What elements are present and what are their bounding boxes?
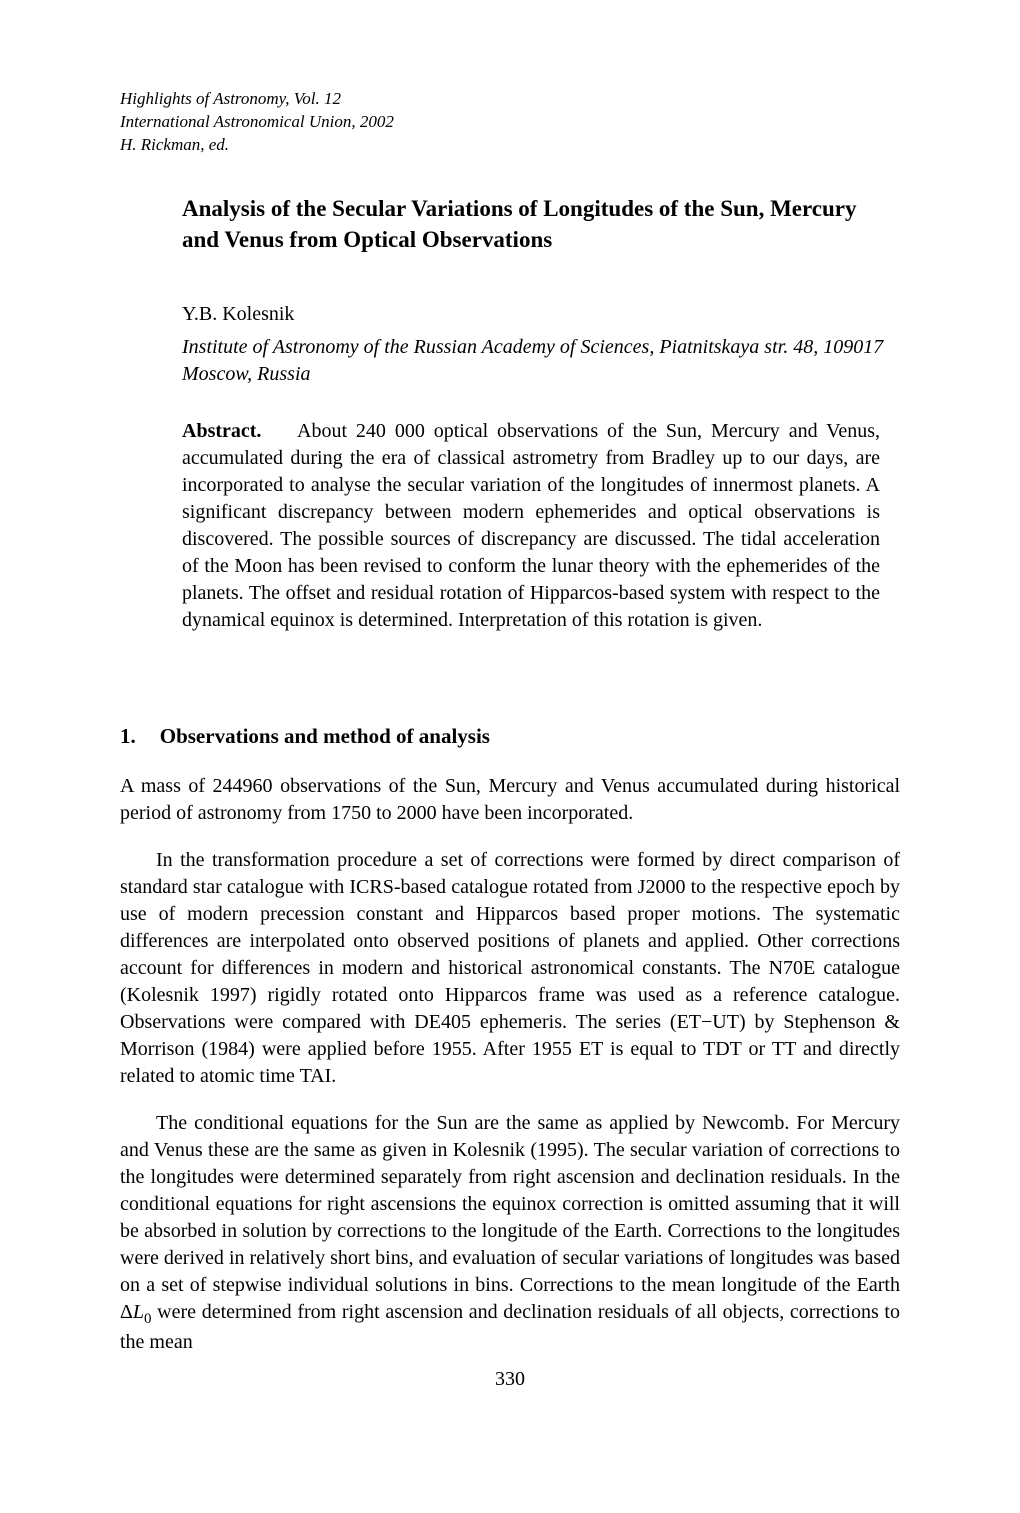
math-variable-L: L (133, 1301, 144, 1323)
delta-symbol: Δ (120, 1301, 133, 1323)
section-heading: 1. Observations and method of analysis (120, 724, 900, 749)
paper-title: Analysis of the Secular Variations of Lo… (182, 193, 880, 255)
header-line-3: H. Rickman, ed. (120, 134, 900, 157)
p3-text-after: were determined from right ascension and… (120, 1301, 900, 1353)
abstract-text: About 240 000 optical observations of th… (182, 420, 880, 631)
body-paragraph-2: In the transformation procedure a set of… (120, 847, 900, 1090)
abstract: Abstract. About 240 000 optical observat… (182, 418, 880, 634)
page: Highlights of Astronomy, Vol. 12 Interna… (0, 0, 1020, 1451)
author-affiliation: Institute of Astronomy of the Russian Ac… (182, 334, 900, 388)
body-paragraph-1: A mass of 244960 observations of the Sun… (120, 773, 900, 827)
body-paragraph-3: The conditional equations for the Sun ar… (120, 1110, 900, 1356)
section-title: Observations and method of analysis (160, 724, 490, 748)
section-number: 1. (120, 724, 136, 749)
header-line-1: Highlights of Astronomy, Vol. 12 (120, 88, 900, 111)
author-name: Y.B. Kolesnik (182, 303, 900, 326)
abstract-label: Abstract. (182, 420, 261, 442)
header-line-2: International Astronomical Union, 2002 (120, 111, 900, 134)
page-number: 330 (120, 1368, 900, 1391)
math-subscript-0: 0 (144, 1311, 152, 1327)
publication-header: Highlights of Astronomy, Vol. 12 Interna… (120, 88, 900, 157)
author-block: Y.B. Kolesnik Institute of Astronomy of … (182, 303, 900, 388)
p3-text-before: The conditional equations for the Sun ar… (120, 1112, 900, 1296)
